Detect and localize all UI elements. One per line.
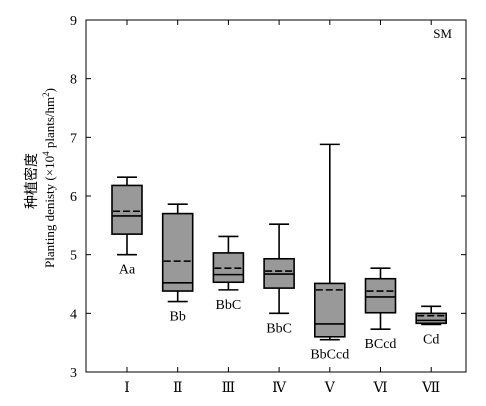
y-label-superscript: 2 [41, 92, 51, 97]
x-tick-label: Ⅱ [173, 381, 183, 396]
y-axis: 3 4 5 6 7 8 9 [70, 14, 466, 381]
plot-border [85, 19, 467, 373]
iqr-box [161, 212, 194, 292]
iqr-box [364, 277, 397, 314]
x-tick-label: Ⅵ [372, 381, 387, 396]
box-4: BbC [263, 223, 295, 336]
significance-label: BbCcd [310, 348, 349, 363]
y-label-superscript: 4 [41, 151, 51, 156]
y-label-part: ) [42, 88, 57, 92]
y-tick-label: 8 [70, 73, 77, 88]
iqr-box [313, 282, 346, 338]
y-axis-label-cn: 种植密度 [23, 153, 40, 209]
box-2: Bb [161, 203, 194, 325]
iqr-box [111, 184, 143, 235]
x-tick-label: Ⅲ [222, 381, 236, 396]
box-series: Aa Bb BbC BbC BbCcd BCcd Cd [111, 143, 448, 363]
x-axis: Ⅰ Ⅱ Ⅲ Ⅳ Ⅴ Ⅵ Ⅶ [124, 20, 440, 396]
x-tick-label: Ⅴ [324, 381, 336, 396]
y-label-part: plants/hm [42, 97, 57, 152]
box-7: Cd [415, 305, 448, 347]
box-5: BbCcd [310, 143, 349, 363]
significance-label: Aa [119, 263, 136, 278]
y-tick-label: 7 [70, 131, 77, 146]
y-tick-label: 9 [70, 14, 77, 29]
y-tick-label: 6 [70, 190, 77, 205]
box-3: BbC [212, 235, 245, 313]
significance-label: BCcd [365, 337, 397, 352]
panel-label: SM [433, 26, 452, 41]
significance-label: Cd [423, 332, 439, 347]
y-tick-label: 4 [70, 307, 77, 322]
significance-label: Bb [170, 310, 186, 325]
box-6: BCcd [364, 267, 397, 352]
x-tick-label: Ⅳ [272, 381, 287, 396]
box-1: Aa [111, 176, 143, 278]
plot-frame [85, 19, 467, 373]
significance-label: BbC [266, 321, 292, 336]
x-tick-label: Ⅰ [124, 381, 130, 396]
y-tick-label: 5 [70, 249, 77, 264]
y-label-part: Planting denisty (×10 [42, 156, 57, 268]
y-axis-label-en: Planting denisty (×104 plants/hm2) [41, 88, 57, 268]
y-axis-label: 种植密度 Planting denisty (×104 plants/hm2) [23, 88, 57, 268]
x-tick-label: Ⅶ [421, 381, 440, 396]
iqr-box [415, 312, 448, 325]
significance-label: BbC [216, 298, 242, 313]
y-tick-label: 3 [70, 366, 77, 381]
